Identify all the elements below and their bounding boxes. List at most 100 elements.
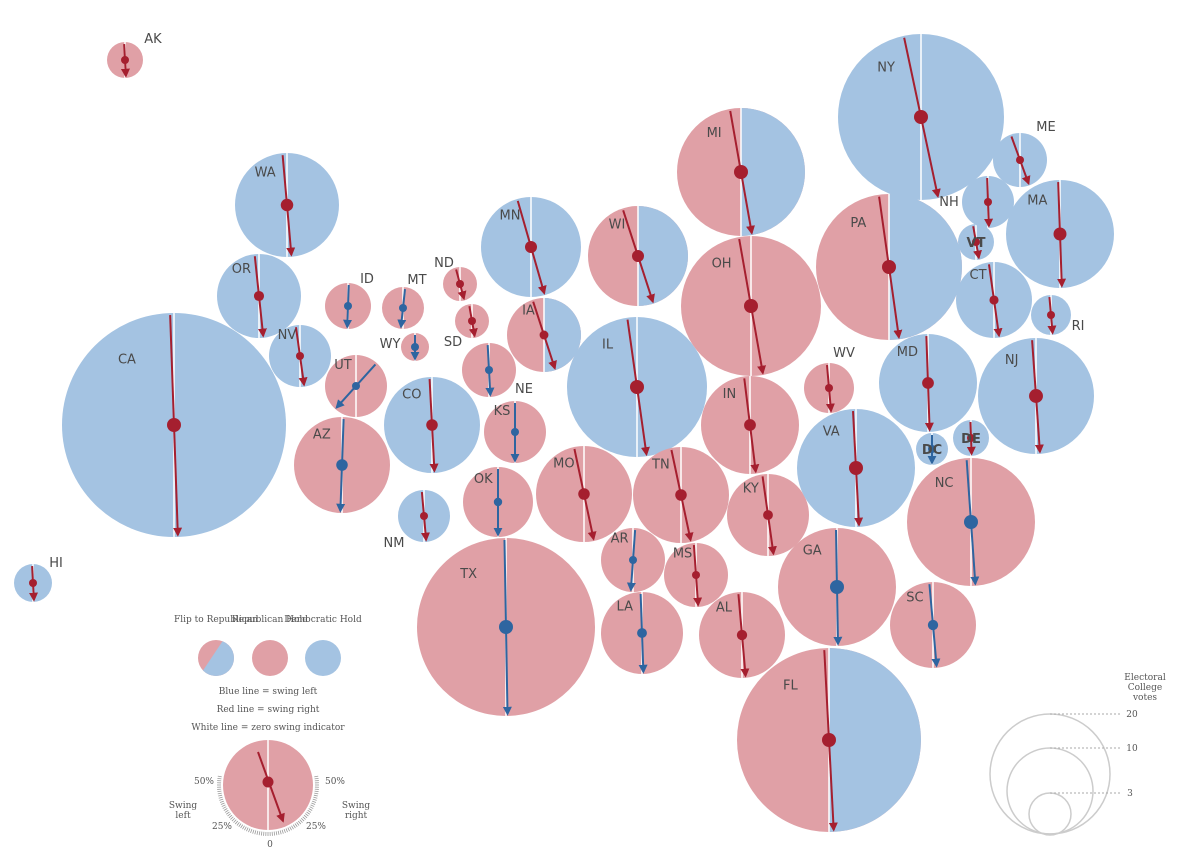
state-nh: NH [939,176,1014,228]
swing-dot [511,428,519,436]
state-vt: VT [958,224,994,260]
state-label: FL [783,678,798,693]
state-label: VT [967,236,986,251]
state-label: NV [278,328,297,343]
swing-dot [539,330,549,340]
swing-dot [121,56,129,64]
legend-flip-to-republican: Flip to Republican [174,615,258,676]
swing-dot [344,302,352,310]
states-layer: AK WA OR CA NV HI ID MT WY UT AZ CO NM ND SD NE KS OK TX MN… [14,32,1114,832]
dial-tick-25-right: 25% [306,822,326,832]
swing-dot [29,579,37,587]
state-label: ND [434,256,454,271]
swing-dot [629,556,637,564]
swing-dot [637,628,647,638]
state-nv: NV [269,325,331,387]
scale-label-20: 20 [1126,710,1138,720]
swing-dot [630,380,644,394]
state-label: CO [402,388,421,403]
state-label: CA [118,352,136,367]
legend-republican-hold: Republican Hold [232,615,308,676]
state-ia: IA [507,298,581,372]
swing-dot [499,620,513,634]
state-label: IL [602,338,614,353]
swing-dot [468,317,476,325]
state-label: WY [380,337,401,352]
state-wv: WV [804,346,855,413]
legend-red-line-text: Red line = swing right [217,705,320,715]
state-ny: NY [838,34,1004,200]
state-fl: FL [737,648,921,832]
state-label: OH [712,257,732,272]
state-label: MN [500,209,521,224]
state-label: KY [743,481,759,496]
state-ar: AR [601,528,665,592]
state-label: DC [922,443,942,458]
state-label: NE [515,382,533,397]
state-pa: PA [816,194,962,340]
state-ky: KY [727,474,809,556]
state-sd: SD [444,304,489,350]
state-al: AL [699,592,785,678]
legend: Flip to Republican Republican Hold Democ… [169,615,371,850]
state-wy: WY [380,333,429,361]
swing-dot [914,110,928,124]
state-label: IA [522,304,535,319]
swing-dot [822,733,836,747]
state-label: RI [1072,319,1085,334]
swing-dot [849,461,863,475]
state-label: OR [232,262,251,277]
swing-dot [763,510,773,520]
legend-rep-label: Republican Hold [232,615,308,625]
state-label: MO [553,457,574,472]
state-oh: OH [681,236,821,376]
state-label: VA [823,425,840,440]
state-label: AK [144,32,162,47]
state-label: NM [384,536,405,551]
state-il: IL [567,317,707,457]
swing-dot [1016,156,1024,164]
legend-dial: 50% 25% 0 25% 50% Swing left Swing right [169,740,370,850]
legend-dem-label: Democratic Hold [284,615,362,625]
swing-dot [972,238,980,246]
state-label: AL [716,600,733,615]
swing-dot [525,241,537,253]
state-label: OK [474,472,493,487]
state-sc: SC [890,582,976,668]
state-az: AZ [294,417,390,513]
state-nd: ND [434,256,477,301]
legend-democratic-hold: Democratic Hold [284,615,362,676]
swing-dot [736,629,748,641]
swing-dot [882,260,896,274]
state-label: AR [611,531,629,546]
state-mn: MN [481,197,581,297]
dial-tick-25-left: 25% [212,822,232,832]
state-label: AZ [313,428,331,443]
state-label: TN [651,458,670,473]
dial-swing-left-label: Swing left [169,801,198,821]
state-label: NJ [1005,353,1019,368]
swing-dot [927,619,939,631]
state-wi: WI [588,206,688,306]
state-label: ID [360,272,374,287]
state-hi: HI [14,556,63,602]
legend-white-line-text: White line = zero swing indicator [191,723,345,733]
state-label: NH [939,195,959,210]
electoral-votes-scale: Electoral College votes 20 10 3 [989,673,1166,836]
state-tx: TX [417,538,595,716]
swing-dot [967,434,975,442]
dial-tick-0: 0 [267,840,273,850]
state-label: WA [255,165,276,180]
swing-dot [578,488,590,500]
scale-title: Electoral College votes [1124,673,1166,703]
swing-dot [296,352,304,360]
swing-dot [922,377,934,389]
scale-circle-10 [1006,747,1094,835]
state-label: NC [935,476,954,491]
swing-dot [253,290,265,302]
legend-flip-label: Flip to Republican [174,615,258,625]
state-va: VA [797,409,915,527]
swing-dot [167,418,181,432]
state-ok: OK [463,467,533,537]
